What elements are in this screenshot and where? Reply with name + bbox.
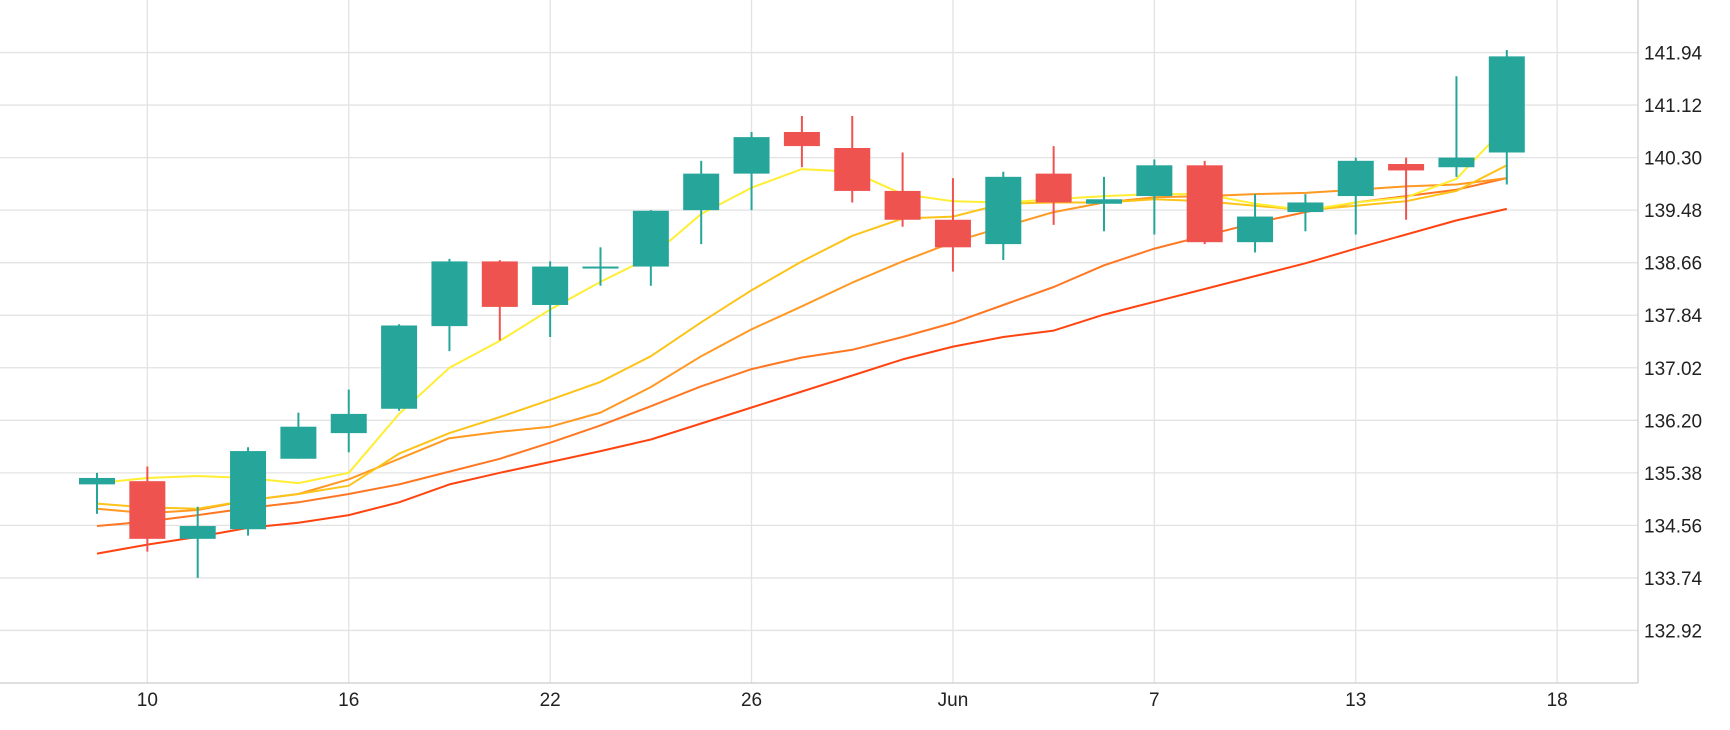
candle-down — [1388, 157, 1425, 220]
candle-up — [381, 324, 418, 411]
moving-average-line — [96, 124, 1508, 485]
candle-down — [1035, 146, 1072, 225]
x-tick-label: 16 — [338, 690, 359, 711]
candle-up — [280, 412, 317, 459]
candle-body — [1488, 56, 1525, 153]
candle-body — [834, 148, 871, 191]
candle-up — [1237, 194, 1274, 253]
axes: 132.92 133.74 134.56 135.38 136.20 137.02 137.… — [0, 0, 1703, 711]
candle-up — [1438, 76, 1475, 177]
candle-down — [783, 115, 820, 168]
moving-average-line — [96, 177, 1508, 527]
candle-body — [683, 173, 720, 211]
y-tick-label: 137.02 — [1644, 359, 1702, 380]
candle-body — [632, 210, 669, 267]
y-tick-label: 140.30 — [1644, 149, 1702, 170]
candle-down — [834, 115, 871, 203]
candle-up — [1488, 49, 1525, 185]
candle-body — [1388, 164, 1425, 171]
candle-body — [230, 451, 267, 530]
y-tick-label: 133.74 — [1644, 569, 1703, 590]
moving-average-line — [96, 177, 1507, 515]
candle-body — [582, 266, 619, 269]
candle-body — [985, 176, 1022, 245]
x-tick-label: 7 — [1149, 690, 1160, 711]
y-tick-label: 137.84 — [1644, 306, 1703, 327]
candle-body — [1086, 199, 1122, 204]
candle-down — [481, 260, 518, 341]
x-tick-label: 10 — [137, 690, 158, 711]
candle-up — [431, 258, 468, 352]
candle-up — [179, 506, 216, 578]
candle-up — [985, 171, 1022, 261]
candle-up — [330, 389, 367, 453]
candle-body — [1186, 165, 1223, 243]
candle-up — [532, 261, 569, 338]
candle-up — [79, 472, 115, 514]
candle-body — [1237, 216, 1274, 243]
grid — [0, 0, 1638, 683]
y-tick-label: 134.56 — [1644, 516, 1702, 537]
y-tick-label: 139.48 — [1644, 201, 1702, 222]
candle-body — [481, 261, 518, 307]
candle-body — [330, 413, 367, 434]
candle-body — [179, 526, 216, 539]
candle-up — [733, 131, 770, 211]
candle-body — [381, 325, 418, 409]
y-tick-label: 132.92 — [1644, 621, 1702, 642]
candle-body — [532, 266, 569, 305]
x-tick-label: 22 — [540, 690, 561, 711]
candle-body — [79, 477, 115, 485]
candle-up — [683, 160, 720, 245]
candles — [79, 49, 1525, 578]
moving-average-lines — [96, 124, 1508, 555]
candle-up — [1337, 157, 1374, 235]
candle-body — [1337, 160, 1374, 197]
candle-body — [431, 261, 468, 327]
x-tick-label: 26 — [741, 690, 762, 711]
candle-up — [1287, 194, 1324, 232]
candle-body — [129, 481, 166, 539]
candle-down — [934, 178, 971, 272]
candle-down — [1186, 160, 1223, 245]
candle-body — [934, 219, 971, 248]
y-tick-label: 141.12 — [1644, 96, 1702, 117]
candle-up — [582, 247, 619, 286]
moving-average-line — [96, 164, 1508, 510]
y-tick-label: 135.38 — [1644, 464, 1702, 485]
candle-body — [280, 426, 317, 459]
candle-body — [1136, 165, 1173, 197]
candle-down — [884, 152, 921, 227]
candle-body — [884, 190, 921, 220]
x-tick-label: 18 — [1547, 690, 1568, 711]
candle-body — [1035, 173, 1072, 203]
moving-average-line — [96, 207, 1508, 555]
candle-down — [129, 466, 166, 552]
x-tick-label: Jun — [938, 690, 969, 711]
candle-up — [632, 210, 669, 286]
x-tick-label: 13 — [1345, 690, 1366, 711]
candle-body — [733, 137, 770, 174]
y-tick-label: 141.94 — [1644, 44, 1703, 65]
y-tick-label: 136.20 — [1644, 411, 1702, 432]
candle-body — [1438, 157, 1475, 168]
candle-up — [230, 447, 267, 536]
y-tick-label: 138.66 — [1644, 254, 1702, 275]
candle-body — [783, 131, 820, 147]
candle-body — [1287, 202, 1324, 213]
candle-up — [1086, 176, 1122, 232]
candle-up — [1136, 159, 1173, 235]
